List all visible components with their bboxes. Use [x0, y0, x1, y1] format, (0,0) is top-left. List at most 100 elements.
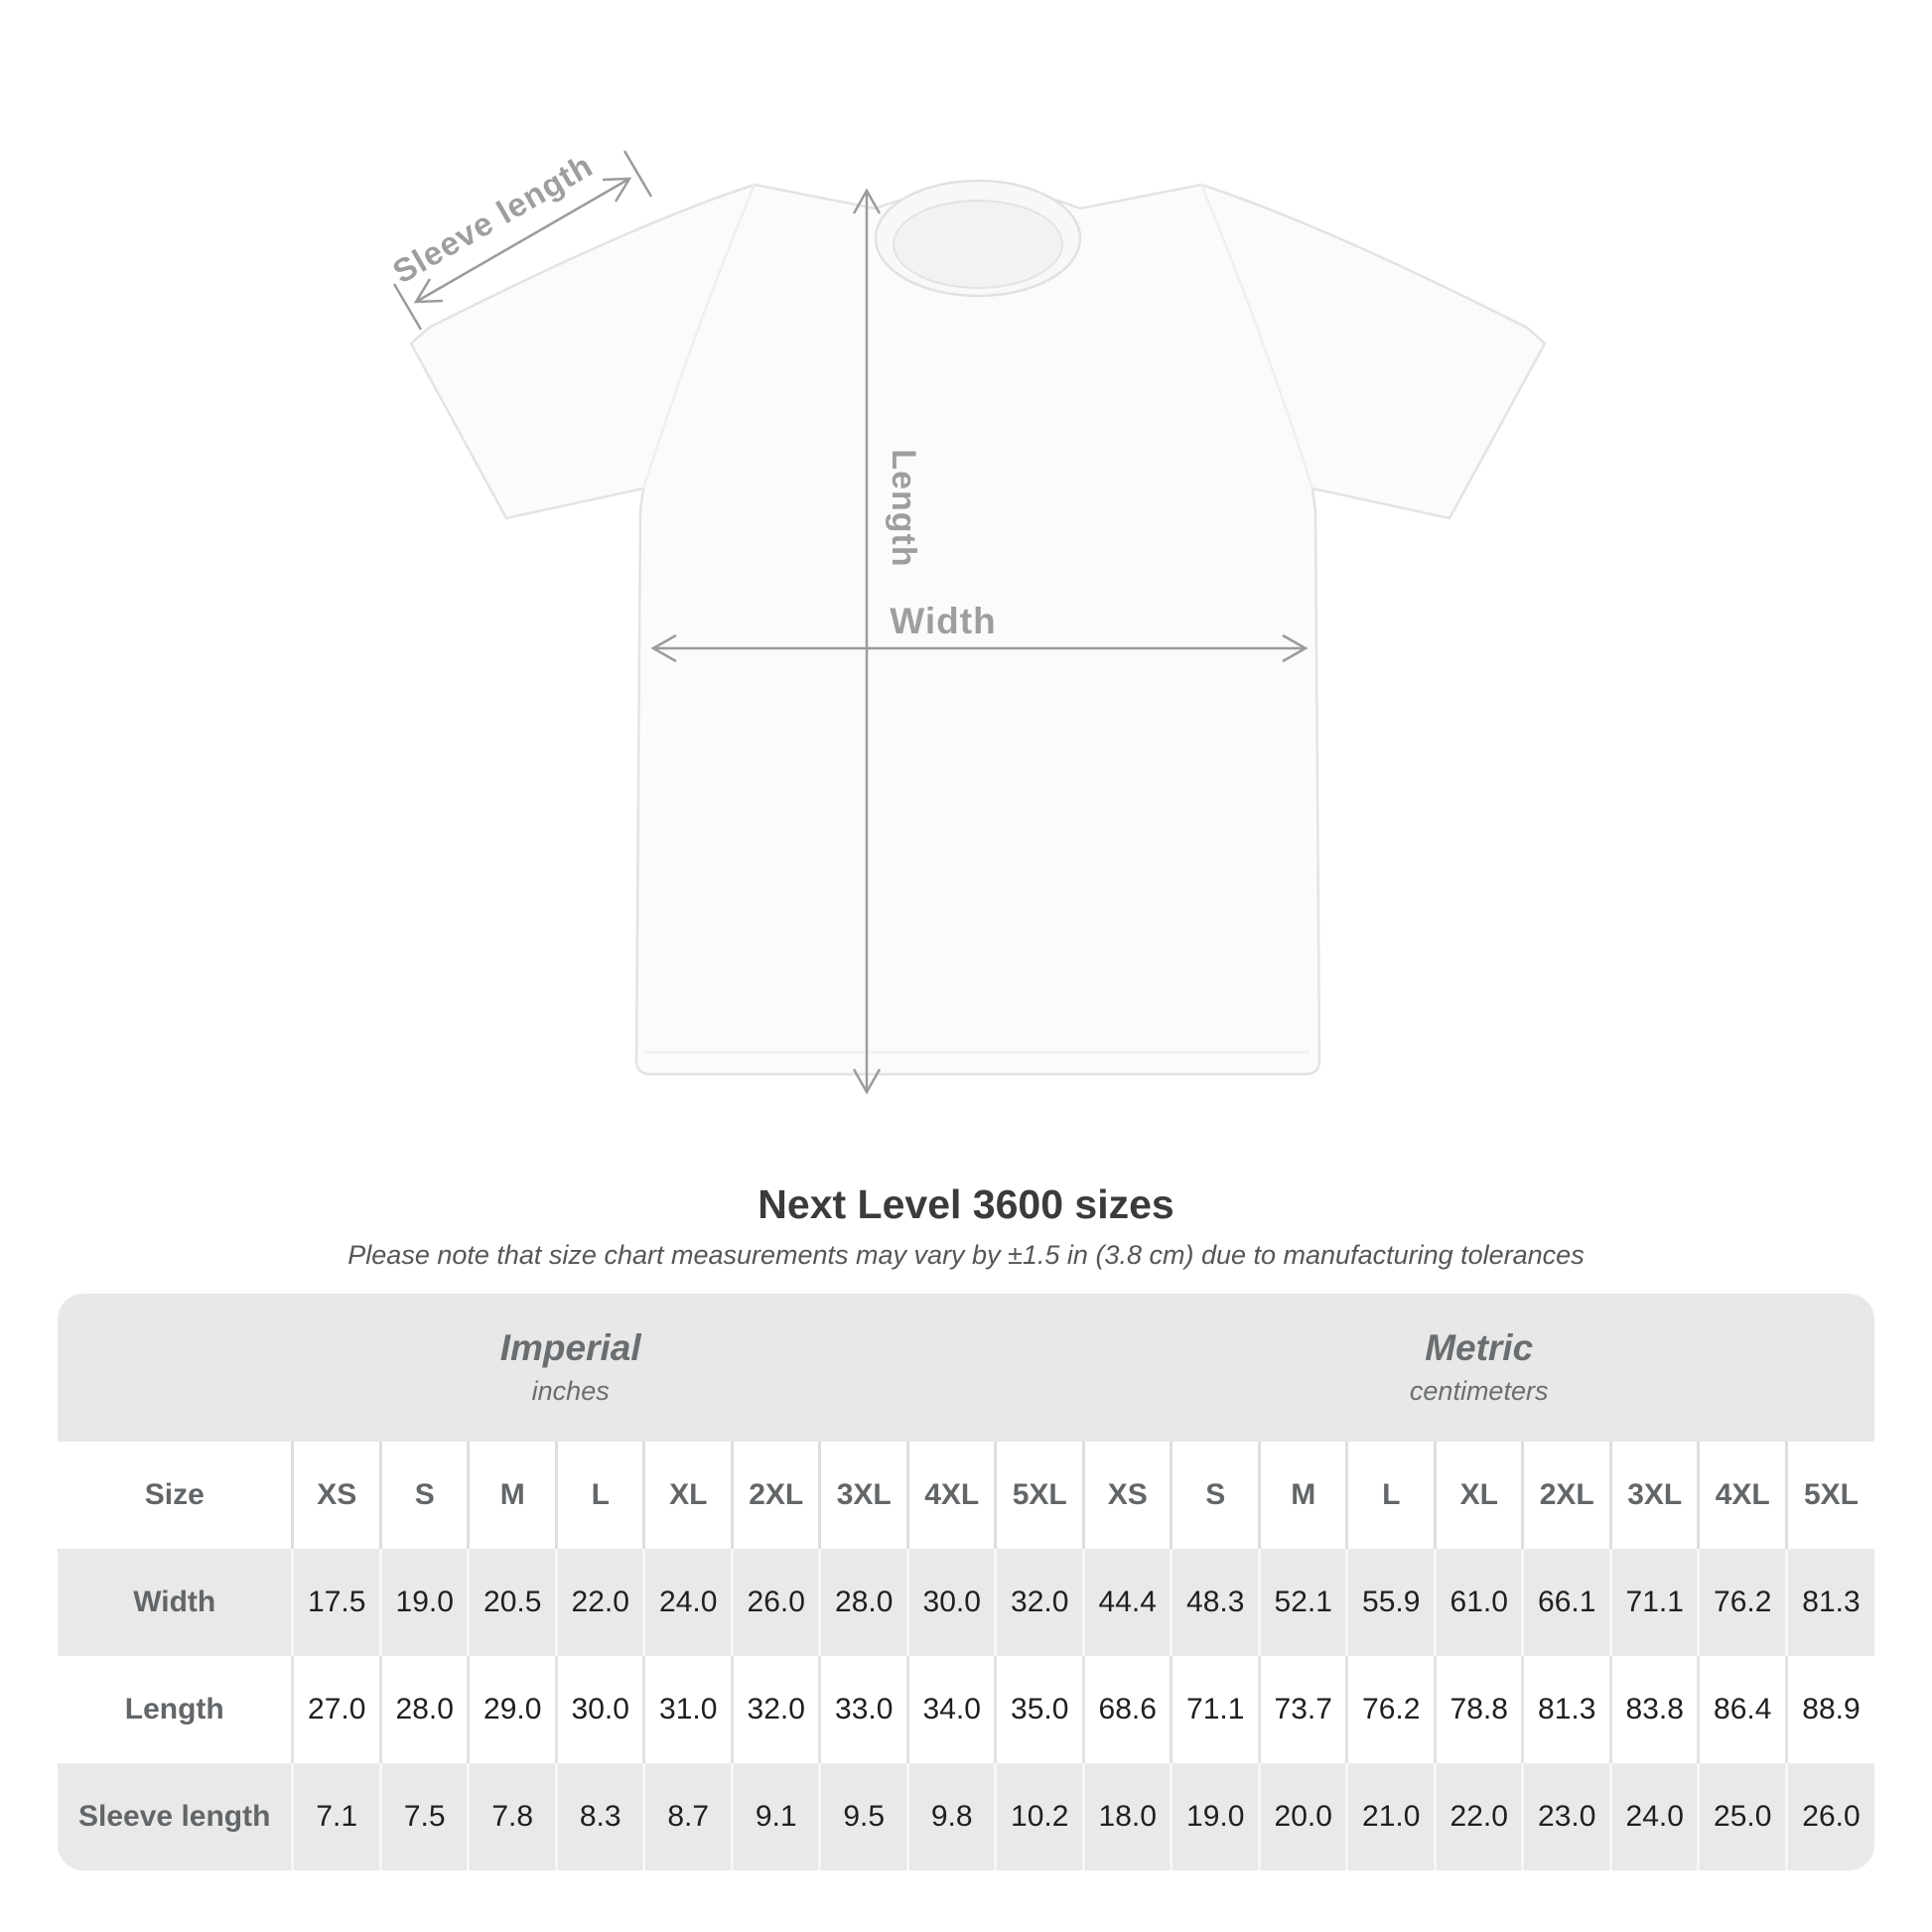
length-imperial-cell: 31.0 — [642, 1656, 733, 1763]
width-imperial-cell: 32.0 — [994, 1549, 1084, 1656]
length-row: Length 27.0 28.0 29.0 30.0 31.0 32.0 33.… — [58, 1656, 1874, 1763]
length-imperial-cell: 28.0 — [378, 1656, 469, 1763]
width-imperial-cell: 19.0 — [378, 1549, 469, 1656]
size-header-metric: 5XL — [1784, 1442, 1874, 1549]
sleeve-imperial-cell: 7.5 — [378, 1763, 469, 1870]
width-row: Width 17.5 19.0 20.5 22.0 24.0 26.0 28.0… — [58, 1549, 1874, 1656]
length-metric-cell: 86.4 — [1697, 1656, 1787, 1763]
size-header-metric: 4XL — [1697, 1442, 1787, 1549]
size-column-header: Size — [144, 1478, 205, 1511]
size-table: Size XS S M L XL 2XL 3XL 4XL 5XL XS S M … — [58, 1442, 1874, 1870]
sleeve-metric-cell: 26.0 — [1784, 1763, 1874, 1870]
length-imperial-cell: 29.0 — [467, 1656, 557, 1763]
row-label: Width — [133, 1586, 216, 1618]
width-imperial-cell: 20.5 — [467, 1549, 557, 1656]
width-metric-cell: 48.3 — [1170, 1549, 1260, 1656]
length-metric-cell: 76.2 — [1345, 1656, 1436, 1763]
row-label: Sleeve length — [78, 1800, 271, 1833]
width-imperial-cell: 28.0 — [818, 1549, 908, 1656]
tolerance-note: Please note that size chart measurements… — [347, 1240, 1585, 1270]
sleeve-metric-cell: 21.0 — [1345, 1763, 1436, 1870]
size-header-metric: S — [1170, 1442, 1260, 1549]
sleeve-metric-cell: 25.0 — [1697, 1763, 1787, 1870]
size-header-metric: M — [1257, 1442, 1347, 1549]
width-imperial-cell: 24.0 — [642, 1549, 733, 1656]
size-header-metric: 3XL — [1608, 1442, 1699, 1549]
length-metric-cell: 88.9 — [1784, 1656, 1874, 1763]
size-header-metric: 2XL — [1521, 1442, 1611, 1549]
size-header-imperial: 3XL — [818, 1442, 908, 1549]
width-metric-cell: 44.4 — [1081, 1549, 1172, 1656]
width-metric-cell: 76.2 — [1697, 1549, 1787, 1656]
sleeve-imperial-cell: 8.3 — [554, 1763, 644, 1870]
imperial-unit-label: inches — [531, 1376, 610, 1407]
width-metric-cell: 66.1 — [1521, 1549, 1611, 1656]
page-title: Next Level 3600 sizes — [758, 1181, 1174, 1227]
length-imperial-cell: 27.0 — [291, 1656, 381, 1763]
sleeve-imperial-cell: 7.1 — [291, 1763, 381, 1870]
metric-unit-label: centimeters — [1409, 1376, 1549, 1407]
sleeve-length-arrow — [392, 150, 653, 331]
size-header-imperial: L — [554, 1442, 644, 1549]
width-imperial-cell: 17.5 — [291, 1549, 381, 1656]
sleeve-metric-cell: 24.0 — [1608, 1763, 1699, 1870]
width-metric-cell: 55.9 — [1345, 1549, 1436, 1656]
size-header-imperial: M — [467, 1442, 557, 1549]
width-imperial-cell: 30.0 — [905, 1549, 996, 1656]
size-header-metric: XS — [1081, 1442, 1172, 1549]
tshirt-graphic — [409, 183, 1547, 1076]
sleeve-length-row: Sleeve length 7.1 7.5 7.8 8.3 8.7 9.1 9.… — [58, 1763, 1874, 1870]
length-metric-cell: 71.1 — [1170, 1656, 1260, 1763]
length-metric-cell: 83.8 — [1608, 1656, 1699, 1763]
size-header-metric: XL — [1433, 1442, 1523, 1549]
size-header-metric: L — [1345, 1442, 1436, 1549]
size-header-imperial: S — [378, 1442, 469, 1549]
sleeve-imperial-cell: 10.2 — [994, 1763, 1084, 1870]
size-header-imperial: 2XL — [730, 1442, 820, 1549]
imperial-unit-header: Imperial inches — [58, 1294, 1083, 1442]
right-armhole-seam — [1199, 184, 1314, 489]
sleeve-metric-cell: 18.0 — [1081, 1763, 1172, 1870]
left-armhole-seam — [641, 184, 757, 489]
size-header-row: Size XS S M L XL 2XL 3XL 4XL 5XL XS S M … — [58, 1442, 1874, 1549]
width-imperial-cell: 26.0 — [730, 1549, 820, 1656]
unit-header-row: Imperial inches Metric centimeters — [58, 1294, 1874, 1442]
length-label: Length — [885, 449, 922, 567]
sleeve-metric-cell: 19.0 — [1170, 1763, 1260, 1870]
size-header-imperial: 4XL — [905, 1442, 996, 1549]
width-imperial-cell: 22.0 — [554, 1549, 644, 1656]
sleeve-imperial-cell: 8.7 — [642, 1763, 733, 1870]
sleeve-metric-cell: 20.0 — [1257, 1763, 1347, 1870]
size-header-imperial: XL — [642, 1442, 733, 1549]
length-metric-cell: 68.6 — [1081, 1656, 1172, 1763]
length-metric-cell: 78.8 — [1433, 1656, 1523, 1763]
width-arrow — [650, 633, 1309, 663]
sleeve-imperial-cell: 7.8 — [467, 1763, 557, 1870]
sleeve-imperial-cell: 9.5 — [818, 1763, 908, 1870]
collar-inner — [893, 200, 1063, 289]
length-metric-cell: 81.3 — [1521, 1656, 1611, 1763]
size-header-imperial: XS — [291, 1442, 381, 1549]
length-imperial-cell: 33.0 — [818, 1656, 908, 1763]
metric-title: Metric — [1425, 1326, 1534, 1368]
sleeve-metric-cell: 23.0 — [1521, 1763, 1611, 1870]
row-label: Length — [124, 1693, 224, 1725]
metric-unit-header: Metric centimeters — [1083, 1294, 1874, 1442]
size-header-imperial: 5XL — [994, 1442, 1084, 1549]
length-imperial-cell: 35.0 — [994, 1656, 1084, 1763]
length-imperial-cell: 32.0 — [730, 1656, 820, 1763]
sleeve-imperial-cell: 9.1 — [730, 1763, 820, 1870]
width-metric-cell: 81.3 — [1784, 1549, 1874, 1656]
width-metric-cell: 61.0 — [1433, 1549, 1523, 1656]
sleeve-imperial-cell: 9.8 — [905, 1763, 996, 1870]
length-imperial-cell: 30.0 — [554, 1656, 644, 1763]
sleeve-metric-cell: 22.0 — [1433, 1763, 1523, 1870]
length-arrow — [852, 188, 882, 1095]
length-metric-cell: 73.7 — [1257, 1656, 1347, 1763]
width-metric-cell: 71.1 — [1608, 1549, 1699, 1656]
size-table-card: Imperial inches Metric centimeters Size — [58, 1294, 1874, 1870]
width-metric-cell: 52.1 — [1257, 1549, 1347, 1656]
imperial-title: Imperial — [499, 1326, 641, 1368]
length-imperial-cell: 34.0 — [905, 1656, 996, 1763]
